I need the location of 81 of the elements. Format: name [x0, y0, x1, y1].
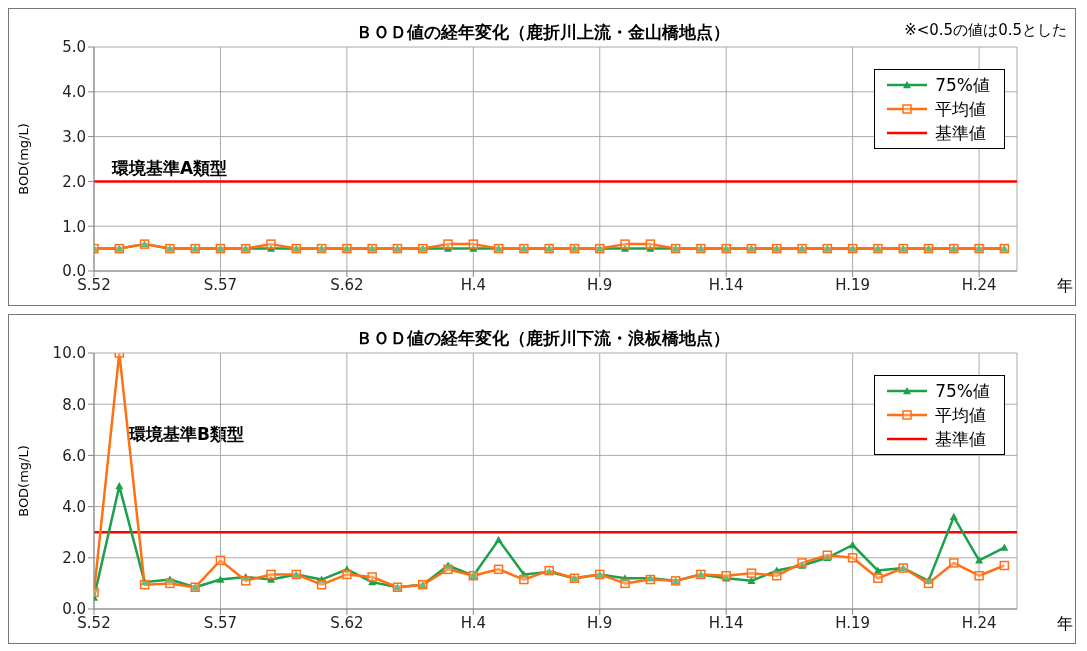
chart-title: ＢＯＤ値の経年変化（鹿折川上流・金山橋地点）	[356, 22, 730, 42]
y-tick-label: 2.0	[62, 549, 86, 568]
point	[493, 564, 504, 575]
legend-label: 平均値	[935, 97, 987, 121]
point	[519, 574, 529, 585]
point	[949, 558, 959, 568]
y-tick-label: 3.0	[62, 127, 86, 146]
x-tick-label: S.62	[330, 275, 364, 294]
y-tick-label: 10.0	[52, 344, 86, 363]
annotation: 環境基準A類型	[111, 158, 228, 179]
point	[924, 576, 933, 585]
point	[772, 566, 781, 574]
point	[494, 535, 503, 544]
point	[722, 574, 731, 582]
point	[165, 578, 175, 589]
point	[139, 579, 150, 590]
y-tick-label: 6.0	[62, 446, 86, 465]
x-tick-label: H.24	[961, 613, 997, 632]
x-tick-label: H.4	[460, 613, 486, 632]
point	[975, 556, 984, 564]
point	[772, 570, 782, 581]
point	[949, 512, 958, 521]
point	[923, 578, 934, 589]
point	[140, 578, 149, 586]
y-tick-label: 4.0	[62, 83, 86, 102]
y-tick-label: 8.0	[62, 395, 86, 414]
annotation: 環境基準B類型	[127, 423, 246, 446]
x-tick-label: H.14	[708, 613, 744, 632]
point	[215, 555, 226, 566]
point	[316, 579, 327, 590]
y-tick-label: 4.0	[62, 497, 86, 516]
x-tick-label: H.19	[835, 613, 871, 632]
legend-label: 75%値	[935, 73, 990, 97]
x-tick-label: H.19	[835, 275, 871, 294]
x-tick-label: H.9	[587, 613, 613, 632]
point	[444, 561, 453, 569]
chart-title: ＢＯＤ値の経年変化（鹿折川下流・浪板橋地点）	[356, 328, 730, 348]
point	[443, 564, 453, 575]
x-tick-label: S.57	[203, 613, 238, 632]
point	[873, 573, 883, 584]
point	[1000, 543, 1009, 551]
legend-label: 75%値	[935, 379, 990, 403]
x-axis-title: 年	[1057, 276, 1073, 297]
point	[216, 575, 225, 583]
point	[847, 553, 858, 563]
point	[342, 569, 352, 580]
point	[240, 576, 251, 586]
y-axis-title: BOD(mg/L)	[15, 445, 31, 517]
point	[368, 578, 377, 586]
x-tick-label: S.57	[203, 275, 238, 294]
x-tick-label: H.24	[961, 275, 997, 294]
legend-label: 基準値	[935, 427, 987, 451]
point	[241, 573, 250, 581]
x-tick-label: S.62	[330, 613, 364, 632]
y-axis-title: BOD(mg/L)	[15, 123, 31, 195]
point	[999, 560, 1010, 571]
point	[721, 570, 731, 581]
point	[848, 541, 857, 549]
point	[620, 578, 630, 589]
point	[115, 482, 124, 490]
point	[317, 575, 326, 583]
legend-label: 基準値	[935, 121, 987, 145]
point	[746, 568, 757, 578]
legend-label: 平均値	[935, 403, 987, 427]
x-tick-label: H.4	[460, 275, 486, 294]
text: ※<0.5の値は0.5とした	[904, 21, 1067, 40]
x-axis-title: 年	[1057, 614, 1073, 635]
point	[342, 565, 351, 573]
point	[873, 566, 882, 574]
x-tick-label: H.14	[708, 275, 744, 294]
y-tick-label: 1.0	[62, 217, 86, 236]
point	[267, 575, 276, 583]
y-tick-label: 5.0	[62, 38, 86, 57]
point	[266, 569, 276, 580]
point	[165, 575, 174, 583]
point	[747, 576, 756, 585]
x-tick-label: H.9	[587, 275, 613, 294]
y-tick-label: 2.0	[62, 172, 86, 191]
point	[519, 570, 528, 578]
point	[367, 572, 377, 582]
point	[974, 570, 984, 581]
